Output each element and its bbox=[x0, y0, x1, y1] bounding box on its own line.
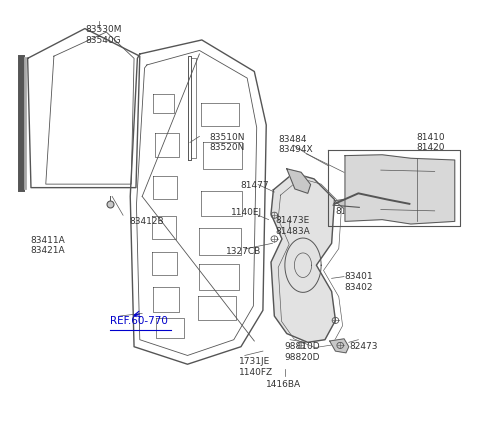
Text: 81471F: 81471F bbox=[355, 181, 388, 190]
Polygon shape bbox=[287, 169, 311, 193]
Text: 83412B: 83412B bbox=[129, 217, 164, 226]
Text: 81477: 81477 bbox=[240, 181, 269, 190]
Text: 81491F: 81491F bbox=[336, 207, 369, 217]
Polygon shape bbox=[330, 339, 349, 353]
Text: 1140EJ: 1140EJ bbox=[230, 208, 262, 217]
Text: 1731JE
1140FZ: 1731JE 1140FZ bbox=[239, 357, 273, 377]
Text: 1327CB: 1327CB bbox=[226, 247, 261, 256]
Text: 81458
81459: 81458 81459 bbox=[420, 193, 449, 213]
Text: 83484
83494X: 83484 83494X bbox=[278, 135, 313, 154]
Text: 98810D
98820D: 98810D 98820D bbox=[285, 342, 321, 362]
Text: 83401
83402: 83401 83402 bbox=[344, 272, 372, 292]
Text: 81473E
81483A: 81473E 81483A bbox=[276, 216, 311, 235]
Polygon shape bbox=[345, 155, 455, 224]
Text: 81410
81420: 81410 81420 bbox=[417, 133, 445, 152]
Text: 83411A
83421A: 83411A 83421A bbox=[30, 236, 65, 255]
Text: 83530M
83540G: 83530M 83540G bbox=[85, 26, 121, 45]
Polygon shape bbox=[335, 198, 356, 213]
Text: 83510N
83520N: 83510N 83520N bbox=[209, 133, 244, 152]
Text: 1416BA: 1416BA bbox=[266, 381, 301, 389]
Text: REF.60-770: REF.60-770 bbox=[110, 316, 168, 326]
Polygon shape bbox=[271, 173, 336, 342]
Text: 82473: 82473 bbox=[350, 342, 378, 351]
